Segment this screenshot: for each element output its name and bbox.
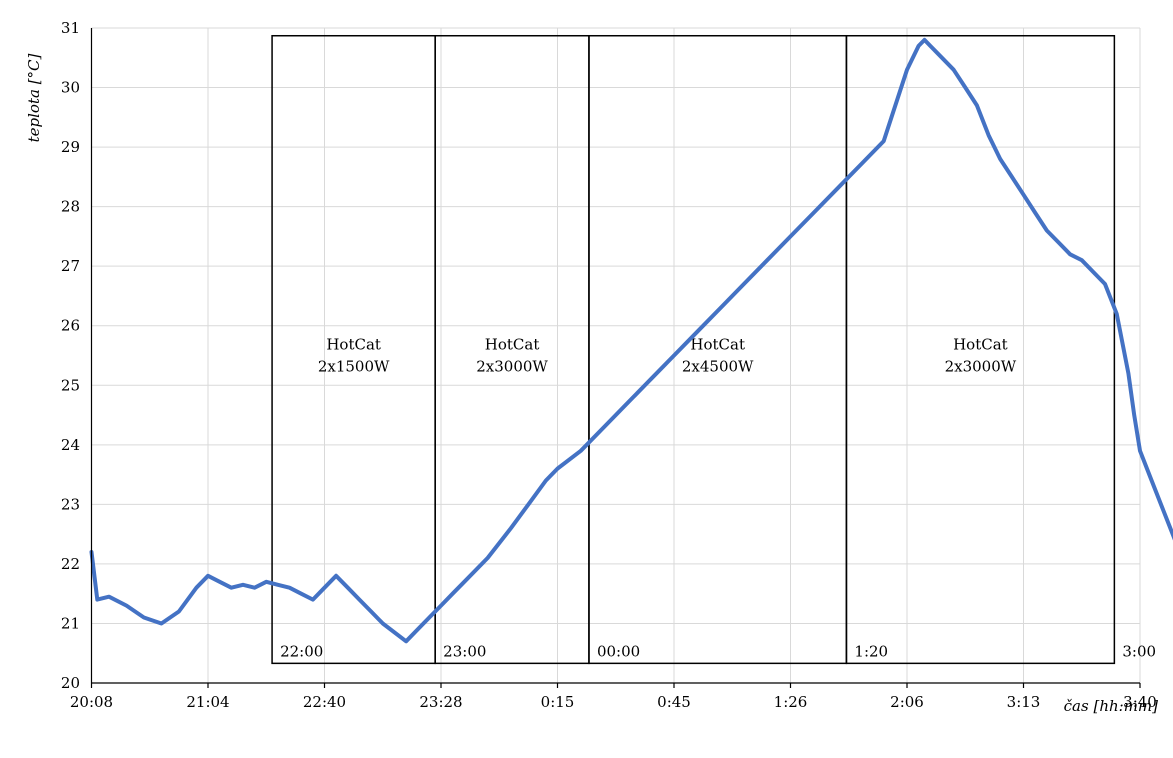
y-tick-label: 22 — [61, 555, 80, 573]
region-label-device: HotCat — [485, 336, 540, 354]
x-tick-label: 0:15 — [541, 693, 575, 711]
region-start-time: 23:00 — [443, 642, 486, 660]
y-tick-labels: 20 21 22 23 24 25 26 27 28 29 30 31 — [61, 19, 80, 692]
x-axis-label: čas [hh:mm] — [1064, 697, 1158, 715]
region-start-time: 00:00 — [597, 642, 640, 660]
y-tick-label: 31 — [61, 19, 80, 37]
series-layer — [92, 40, 1173, 641]
y-tick-label: 26 — [61, 317, 80, 335]
y-tick-label: 20 — [61, 674, 80, 692]
y-tick-label: 29 — [61, 138, 80, 156]
y-axis-label: teplota [°C] — [25, 53, 43, 142]
region-label-power: 2x4500W — [682, 358, 754, 376]
y-tick-label: 25 — [61, 376, 80, 394]
y-tick-label: 30 — [61, 79, 80, 97]
region-label-power: 2x3000W — [476, 358, 548, 376]
region-label-power: 2x1500W — [318, 358, 390, 376]
y-tick-label: 27 — [61, 257, 80, 275]
y-tick-label: 21 — [61, 614, 80, 632]
region-label-power: 2x3000W — [945, 358, 1017, 376]
x-tick-label: 2:06 — [890, 693, 924, 711]
y-tick-label: 24 — [61, 436, 80, 454]
x-tick-label: 3:13 — [1007, 693, 1041, 711]
x-tick-label: 21:04 — [186, 693, 229, 711]
region-end-time: 3:00 — [1122, 642, 1156, 660]
region-start-time: 1:20 — [854, 642, 888, 660]
x-tick-label: 22:40 — [303, 693, 346, 711]
x-tick-label: 0:45 — [657, 693, 691, 711]
y-tick-label: 23 — [61, 495, 80, 513]
region-label-device: HotCat — [690, 336, 745, 354]
region-label-device: HotCat — [326, 336, 381, 354]
x-tick-labels: 20:08 21:04 22:40 23:28 0:15 0:45 1:26 2:06 3:13… — [70, 693, 1157, 711]
x-tick-label: 20:08 — [70, 693, 113, 711]
region-start-time: 22:00 — [280, 642, 323, 660]
x-tick-label: 1:26 — [774, 693, 808, 711]
temperature-series-line — [92, 40, 1173, 641]
region-label-device: HotCat — [953, 336, 1008, 354]
y-tick-label: 28 — [61, 198, 80, 216]
x-tick-label: 23:28 — [419, 693, 462, 711]
